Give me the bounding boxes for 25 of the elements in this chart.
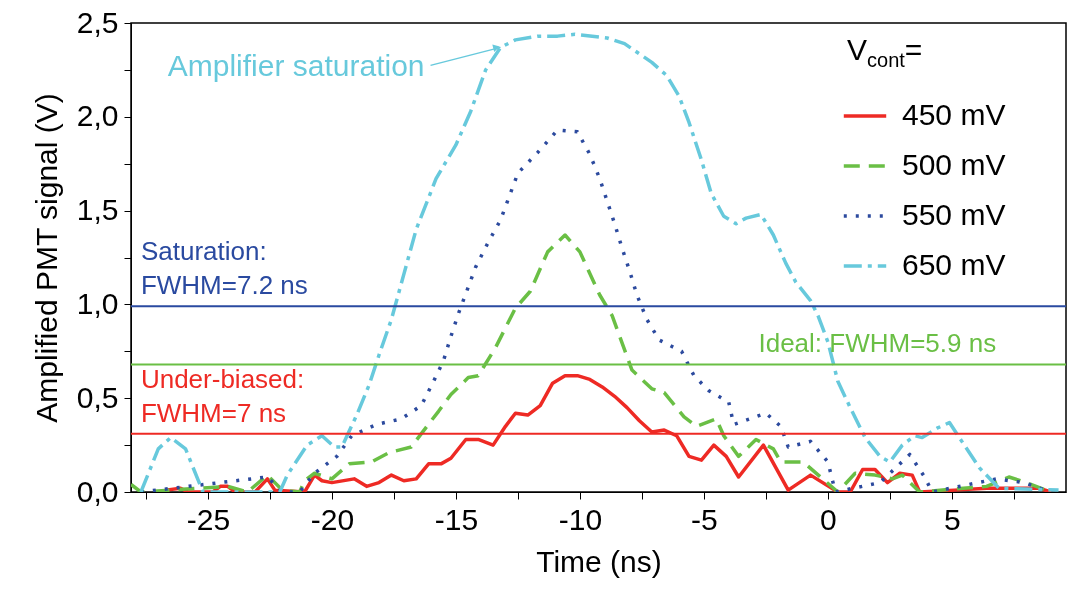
y-tick-label: 1,0	[76, 286, 119, 320]
legend-label: 500 mV	[902, 148, 1006, 181]
legend-label: 550 mV	[902, 198, 1006, 231]
annotation: Under-biased: FWHM=7 ns	[140, 363, 305, 428]
x-tick-label: -20	[310, 502, 355, 536]
x-tick-label: -5	[691, 502, 718, 536]
y-axis-title: Amplified PMT signal (V)	[29, 93, 63, 423]
y-tick-label: 0,5	[76, 380, 119, 414]
annotation: Ideal: FWHM=5.9 ns	[758, 328, 997, 359]
y-tick-label: 2,0	[76, 99, 119, 133]
legend-title: V$_{cont}$=	[847, 33, 923, 71]
x-tick-label: 0	[820, 502, 837, 536]
x-tick-label: -10	[558, 502, 603, 536]
y-tick-label: 2,5	[76, 5, 119, 39]
annotation: Saturation: FWHM=7.2 ns	[140, 236, 308, 301]
x-axis-title: Time (ns)	[536, 544, 662, 578]
x-tick-label: 5	[944, 502, 961, 536]
annotation: Amplifier saturation	[167, 49, 425, 83]
y-tick-label: 1,5	[76, 193, 119, 227]
line-series	[139, 32, 1061, 492]
y-tick-label: 0,0	[76, 474, 119, 508]
x-tick-label: -25	[186, 502, 231, 536]
x-tick-label: -15	[434, 502, 479, 536]
legend-label: 650 mV	[902, 248, 1006, 281]
legend-label: 450 mV	[902, 98, 1006, 131]
